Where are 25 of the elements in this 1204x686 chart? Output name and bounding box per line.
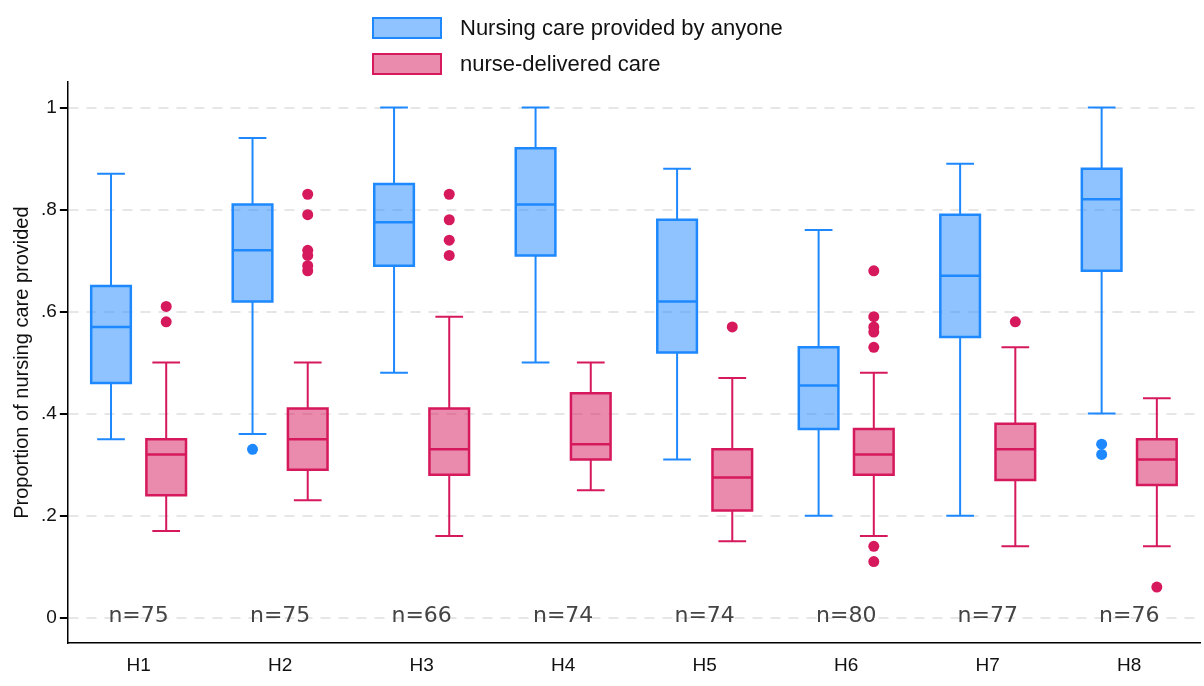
annotation: n=80 (816, 601, 877, 627)
x-tick-label: H8 (1117, 653, 1142, 675)
annotation: n=75 (249, 601, 311, 627)
x-tick-label: H2 (267, 653, 293, 675)
x-tick-label: H3 (409, 653, 434, 675)
legend-label: Nursing care provided by anyone (460, 15, 783, 41)
y-tick-label: .6 (40, 299, 57, 321)
y-tick-label: .8 (40, 197, 57, 219)
y-tick-label: .2 (40, 503, 57, 525)
x-tick-label: H1 (126, 653, 151, 675)
x-tick-label: H4 (551, 653, 576, 675)
legend-label: nurse-delivered care (460, 51, 661, 77)
annotation: n=66 (391, 601, 452, 627)
annotation: n=74 (674, 601, 735, 627)
x-tick-label: H6 (834, 653, 859, 675)
x-tick-label: H5 (692, 653, 717, 675)
annotation: n=75 (108, 601, 169, 627)
y-tick-label: .4 (40, 401, 58, 423)
x-tick-label: H7 (975, 653, 1000, 675)
y-tick-label: 1 (46, 95, 57, 117)
y-tick-label: 0 (46, 605, 57, 627)
annotation: n=74 (532, 601, 594, 627)
y-axis-title: Proportion of nursing care provided (9, 206, 32, 519)
annotation: n=76 (1099, 601, 1160, 627)
annotation: n=77 (957, 601, 1018, 627)
